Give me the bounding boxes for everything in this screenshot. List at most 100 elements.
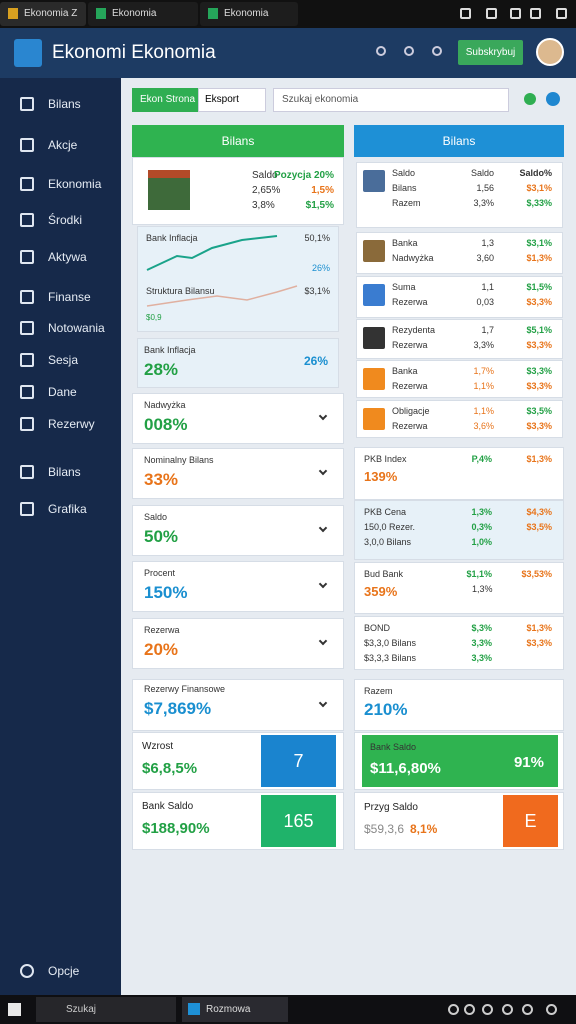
list-cell: $3,1% — [526, 238, 552, 248]
nav-item[interactable]: Finanse — [48, 290, 91, 304]
nav-icon — [20, 138, 34, 152]
total-card — [354, 679, 564, 731]
header-icon[interactable] — [432, 46, 442, 56]
accordion — [132, 448, 344, 499]
list-icon — [363, 170, 385, 192]
list-cell: 1,1% — [473, 406, 494, 416]
list-icon — [363, 240, 385, 262]
start-button[interactable] — [8, 1003, 21, 1016]
list-cell: 3,6% — [473, 421, 494, 431]
nav-icon — [20, 353, 34, 367]
list-row — [356, 162, 563, 228]
accordion-value: 008% — [144, 415, 188, 434]
card-cell: 1,3% — [472, 584, 493, 594]
task-app-icon — [188, 1003, 200, 1015]
browser-icon[interactable] — [556, 8, 567, 19]
nav-item[interactable]: Bilans — [48, 97, 81, 111]
sidebar — [0, 78, 121, 995]
accordion-value: 33% — [144, 470, 179, 489]
chart-line — [146, 285, 298, 307]
card-cell: $3,53% — [521, 569, 552, 579]
tray-icon[interactable] — [482, 1004, 493, 1015]
chart-value: $3,1% — [304, 286, 330, 296]
list-cell: Rezydenta — [392, 325, 436, 335]
nav-item[interactable]: Dane — [48, 385, 77, 399]
tray-icon[interactable] — [502, 1004, 513, 1015]
list-cell: Nadwyżka — [392, 253, 434, 263]
stat-card — [354, 616, 564, 670]
list-cell: 1,1% — [473, 381, 494, 391]
accordion-label: Nadwyżka — [144, 400, 186, 410]
bar-label: Bank Saldo — [370, 742, 417, 752]
header-icon[interactable] — [404, 46, 414, 56]
last-percent: 8,1% — [410, 822, 438, 836]
nav-item[interactable]: Grafika — [48, 502, 87, 516]
toolbar-button[interactable]: Ekon Strona — [132, 88, 198, 112]
card-cell: P,4% — [471, 454, 492, 464]
tray-icon[interactable] — [522, 1004, 533, 1015]
tab[interactable] — [88, 2, 198, 26]
list-cell: Rezerwa — [392, 421, 428, 431]
stat-card — [354, 500, 564, 560]
nav-icon — [20, 385, 34, 399]
accordion-label: Rezerwa — [144, 625, 180, 635]
product-cell: 2,65% — [252, 185, 281, 196]
browser-icon[interactable] — [510, 8, 521, 19]
nav-item[interactable]: Bilans — [48, 465, 81, 479]
tray-icon[interactable] — [464, 1004, 475, 1015]
nav-item[interactable]: Sesja — [48, 353, 79, 367]
panel-header: Bilans — [132, 125, 344, 157]
tray-icon[interactable] — [546, 1004, 557, 1015]
tile-value: $188,90% — [142, 820, 210, 837]
tab-title[interactable]: Ekonomia — [112, 8, 157, 19]
nav-item[interactable]: Notowania — [48, 321, 105, 335]
nav-item[interactable]: Rezerwy — [48, 417, 95, 431]
card-cell: BOND — [364, 623, 391, 633]
nav-item[interactable]: Ekonomia — [48, 177, 102, 191]
tab-icon — [208, 8, 218, 19]
search-box[interactable]: Szukaj ekonomia — [273, 88, 509, 112]
product-image — [148, 170, 190, 210]
subscribe-button[interactable]: Subskrybuj — [458, 40, 523, 65]
reserve-label: Rezerwy Finansowe — [144, 684, 226, 694]
product-cell: Pozycja 20% — [273, 170, 334, 181]
nav-icon — [20, 177, 34, 191]
reserve-value: $7,869% — [144, 699, 212, 718]
list-cell: 3,3% — [473, 198, 494, 208]
avatar[interactable] — [536, 38, 564, 66]
menu-button[interactable] — [14, 39, 42, 67]
list-cell: 3,60 — [476, 253, 494, 263]
nav-item[interactable]: Opcje — [48, 964, 80, 978]
chart-label: Struktura Bilansu — [146, 286, 215, 296]
tile-label: Bank Saldo — [142, 801, 194, 812]
list-cell: Saldo — [392, 168, 416, 178]
tray-icon[interactable] — [448, 1004, 459, 1015]
dropdown[interactable]: Eksport — [198, 88, 266, 112]
header-icon[interactable] — [376, 46, 386, 56]
nav-item[interactable]: Aktywa — [48, 250, 87, 264]
card-value: 359% — [364, 584, 398, 599]
card-cell: $3,3,0 Bilans — [364, 638, 417, 648]
browser-icon[interactable] — [486, 8, 497, 19]
nav-icon — [20, 465, 34, 479]
tile-box: 7 — [261, 735, 336, 787]
bar-fill — [362, 735, 558, 787]
browser-icon[interactable] — [530, 8, 541, 19]
list-cell: $1,5% — [526, 282, 552, 292]
browser-icon[interactable] — [460, 8, 471, 19]
nav-item[interactable]: Środki — [48, 213, 83, 227]
list-cell: Bilans — [392, 183, 417, 193]
list-row — [356, 232, 563, 274]
card-cell: $1,3% — [526, 623, 552, 633]
toolbar-icon[interactable] — [524, 93, 536, 105]
nav-item[interactable]: Akcje — [48, 138, 78, 152]
accordion-label: Saldo — [144, 512, 168, 522]
tab-title[interactable]: Ekonomia — [224, 8, 269, 19]
list-cell: $3,1% — [526, 183, 552, 193]
list-cell: $3,3% — [526, 381, 552, 391]
tab-title[interactable]: Ekonomia Z — [24, 8, 78, 19]
task-search[interactable]: Szukaj — [36, 997, 176, 1022]
toolbar-icon[interactable] — [546, 92, 560, 106]
list-row — [356, 319, 563, 359]
